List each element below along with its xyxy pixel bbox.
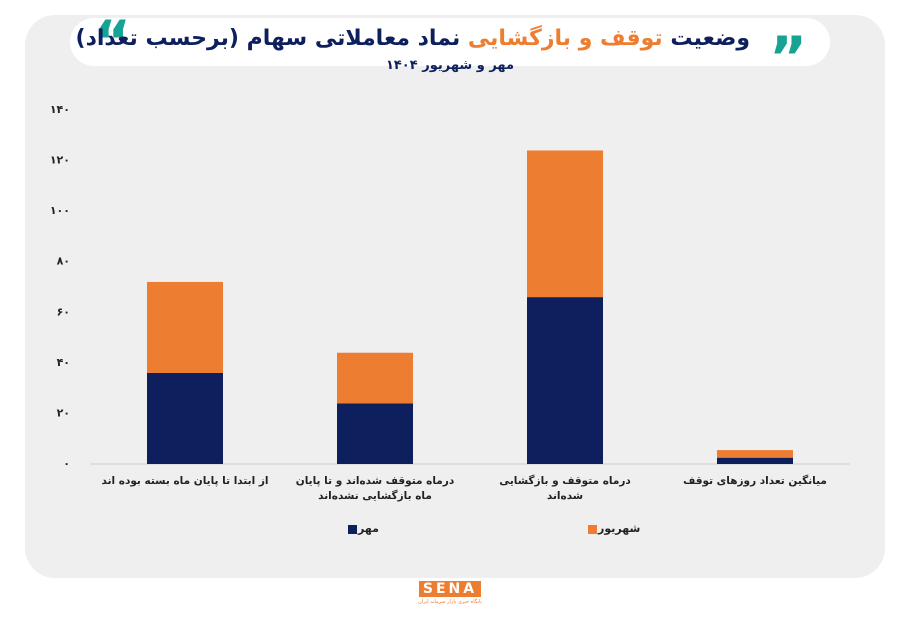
- chart-title: وضعیت توقف و بازگشایی نماد معاملاتی سهام…: [76, 26, 750, 51]
- y-tick-label: ۴۰: [57, 356, 70, 369]
- x-tick-label: میانگین تعداد روزهای توقف: [683, 475, 827, 487]
- logo: SENA پایگاه خبری بازار سرمایه ایران: [410, 578, 490, 605]
- bar-segment: [147, 372, 223, 464]
- logo-tagline: پایگاه خبری بازار سرمایه ایران: [418, 599, 482, 605]
- x-tick-label: از ابتدا تا پایان ماه بسته بوده اند: [101, 475, 269, 487]
- title-part: نماد معاملاتی سهام (برحسب تعداد): [75, 26, 461, 51]
- y-tick-label: ۰: [63, 457, 70, 470]
- quote-mark: ”: [769, 24, 807, 92]
- y-tick-label: ۱۴۰: [50, 103, 70, 116]
- bar-segment: [337, 352, 413, 404]
- x-tick-label: درماه متوقف شده‌اند و تا پایان ماه بازگش…: [295, 475, 455, 502]
- bar-segment: [147, 281, 223, 373]
- bar-segment: [337, 403, 413, 464]
- title-pill: [70, 18, 830, 66]
- y-tick-label: ۲۰: [57, 406, 70, 419]
- bar-segment: [717, 450, 793, 458]
- y-tick-label: ۶۰: [57, 305, 70, 318]
- chart-subtitle: مهر و شهریور ۱۴۰۴: [385, 58, 515, 73]
- logo-text: SENA: [418, 581, 482, 597]
- quote-mark: “: [93, 8, 131, 76]
- bar-segment: [527, 297, 603, 464]
- bar-segment: [717, 457, 793, 464]
- legend-swatch: [348, 525, 357, 534]
- panel: [25, 15, 885, 578]
- y-tick-label: ۱۰۰: [50, 204, 70, 217]
- legend-label: شهریور: [598, 522, 641, 535]
- x-tick-label: درماه متوقف و بازگشایی شده‌اند: [499, 475, 631, 502]
- legend-label: مهر: [358, 522, 379, 535]
- y-tick-label: ۸۰: [57, 255, 70, 268]
- title-part: وضعیت: [670, 26, 750, 51]
- y-tick-label: ۱۲۰: [50, 154, 70, 167]
- bar-segment: [527, 150, 603, 298]
- title-highlight: توقف و بازگشایی: [467, 26, 663, 51]
- legend-swatch: [588, 525, 597, 534]
